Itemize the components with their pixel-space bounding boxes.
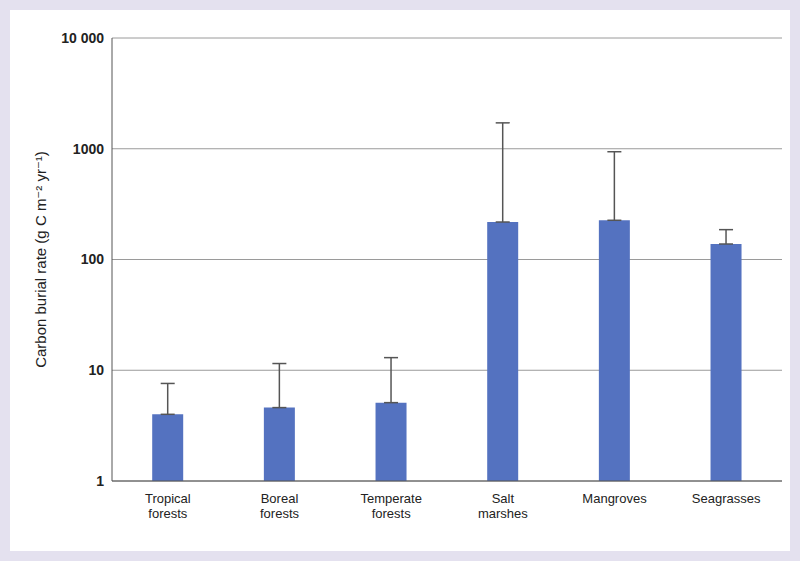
svg-text:Carbon burial rate (g C m⁻² yr: Carbon burial rate (g C m⁻² yr⁻¹) [32, 151, 49, 368]
svg-text:Seagrasses: Seagrasses [692, 491, 761, 506]
svg-text:Tropicalforests: Tropicalforests [145, 491, 191, 521]
svg-text:Saltmarshes: Saltmarshes [478, 491, 528, 521]
svg-text:10 000: 10 000 [61, 30, 104, 46]
svg-text:1000: 1000 [73, 141, 104, 157]
svg-text:10: 10 [88, 362, 104, 378]
svg-text:Mangroves: Mangroves [582, 491, 647, 506]
svg-text:Borealforests: Borealforests [260, 491, 300, 521]
svg-text:1: 1 [96, 473, 104, 489]
svg-text:100: 100 [81, 251, 105, 267]
svg-text:Temperateforests: Temperateforests [360, 491, 421, 521]
